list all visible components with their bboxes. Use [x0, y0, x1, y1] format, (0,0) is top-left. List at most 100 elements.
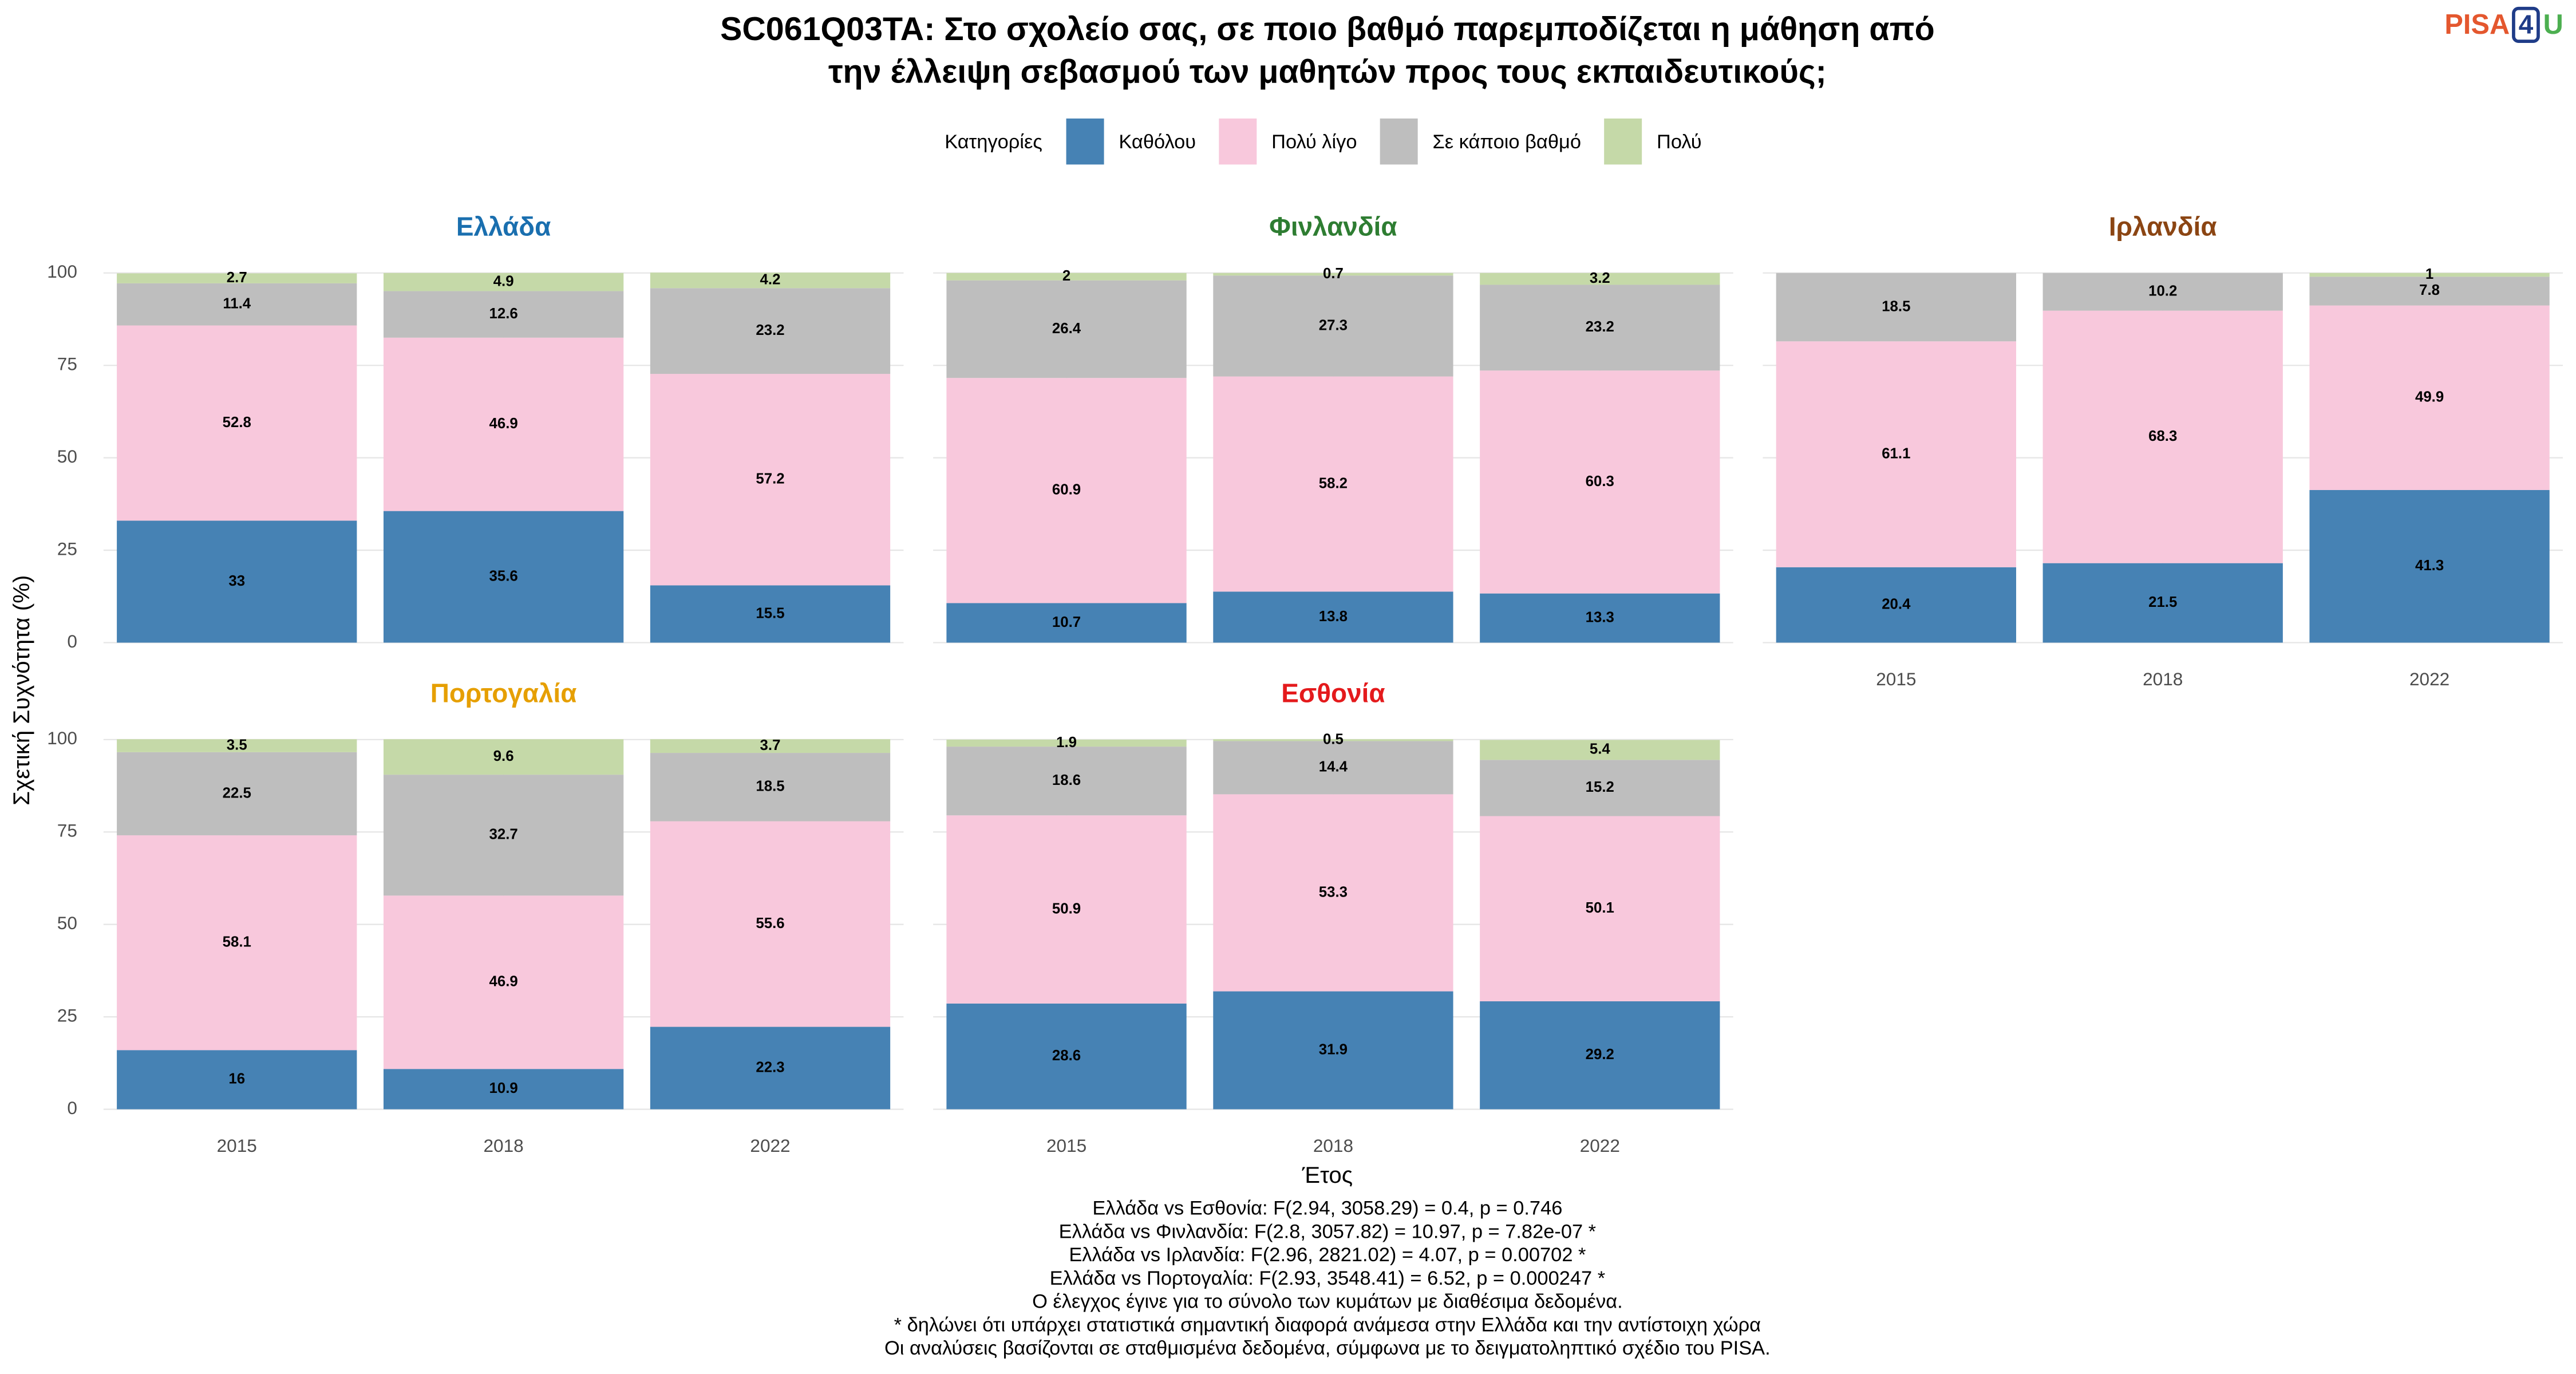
- data-label: 28.6: [1052, 1048, 1081, 1064]
- bar-segment: [946, 739, 1187, 747]
- bar-segment: [1480, 816, 1720, 1002]
- bar-segment: [383, 273, 624, 291]
- panel-title: Φινλανδία: [1269, 211, 1397, 241]
- x-tick-label: 2015: [217, 1135, 257, 1156]
- legend-swatch: [1380, 119, 1418, 165]
- footnote: Ελλάδα vs Φινλανδία: F(2.8, 3057.82) = 1…: [1059, 1221, 1596, 1242]
- data-label: 50.9: [1052, 901, 1081, 917]
- data-label: 0.5: [1323, 732, 1344, 748]
- bar-segment: [1213, 273, 1453, 276]
- data-label: 50.1: [1586, 900, 1614, 916]
- data-label: 2.7: [227, 270, 247, 286]
- data-label: 58.2: [1319, 475, 1348, 491]
- panel-title: Εσθονία: [1281, 678, 1385, 708]
- data-label: 14.4: [1319, 759, 1348, 775]
- bar-segment: [1213, 376, 1453, 592]
- footnote: Ο έλεγχος έγινε για το σύνολο των κυμάτω…: [1032, 1291, 1623, 1313]
- x-tick-label: 2015: [1876, 669, 1916, 689]
- data-label: 18.5: [756, 779, 784, 795]
- x-tick-label: 2015: [1046, 1135, 1086, 1156]
- bar-segment: [946, 747, 1187, 816]
- data-label: 46.9: [489, 416, 517, 432]
- data-label: 3.7: [760, 737, 781, 753]
- bar-segment: [1480, 285, 1720, 371]
- data-label: 15.2: [1586, 779, 1614, 795]
- bar-segment: [2309, 489, 2550, 643]
- data-label: 10.2: [2148, 283, 2177, 299]
- data-label: 0.7: [1323, 266, 1344, 282]
- bar-segment: [117, 325, 357, 521]
- bar-segment: [1213, 275, 1453, 377]
- logo-text: PISA: [2444, 9, 2510, 40]
- data-label: 55.6: [756, 915, 784, 931]
- bar-segment: [1776, 567, 2016, 643]
- data-label: 4.9: [493, 273, 514, 289]
- footnote: Ελλάδα vs Πορτογαλία: F(2.93, 3548.41) =…: [1050, 1268, 1605, 1289]
- legend-label: Σε κάποιο βαθμό: [1433, 131, 1581, 153]
- bar-segment: [117, 739, 357, 752]
- data-label: 41.3: [2415, 558, 2444, 574]
- x-axis-label: Έτος: [1302, 1162, 1353, 1188]
- data-label: 58.1: [223, 934, 251, 950]
- y-tick-label: 100: [47, 261, 77, 282]
- legend-swatch: [1604, 119, 1642, 165]
- data-label: 60.9: [1052, 482, 1081, 498]
- data-label: 18.5: [1882, 298, 1910, 314]
- data-label: 35.6: [489, 568, 517, 584]
- bar-segment: [1776, 273, 2016, 342]
- data-label: 20.4: [1882, 596, 1911, 612]
- data-label: 27.3: [1319, 317, 1348, 333]
- bar-segment: [946, 273, 1187, 281]
- bar-segment: [383, 511, 624, 643]
- y-tick-label: 25: [57, 538, 77, 559]
- data-label: 18.6: [1052, 772, 1081, 788]
- bar-segment: [1213, 741, 1453, 795]
- logo-text: 4: [2519, 9, 2534, 39]
- panel-title: Ελλάδα: [456, 211, 551, 241]
- bar-segment: [117, 752, 357, 836]
- bar-segment: [650, 288, 891, 374]
- footnote: * δηλώνει ότι υπάρχει στατιστικά σημαντι…: [894, 1314, 1761, 1336]
- y-tick-label: 75: [57, 820, 77, 841]
- data-label: 9.6: [493, 748, 514, 764]
- data-label: 15.5: [756, 605, 784, 621]
- x-tick-label: 2018: [2143, 669, 2183, 689]
- data-label: 10.7: [1052, 614, 1081, 630]
- y-tick-label: 0: [67, 631, 77, 652]
- data-label: 68.3: [2148, 428, 2177, 444]
- x-tick-label: 2022: [1580, 1135, 1620, 1156]
- bar-segment: [2042, 310, 2283, 563]
- data-label: 16: [228, 1071, 245, 1087]
- footnote: Οι αναλύσεις βασίζονται σε σταθμισμένα δ…: [884, 1337, 1771, 1359]
- data-label: 1: [2425, 266, 2433, 282]
- data-label: 13.3: [1586, 609, 1614, 625]
- data-label: 52.8: [223, 414, 251, 431]
- bar-segment: [1213, 739, 1453, 741]
- logo-text: U: [2543, 9, 2563, 40]
- x-tick-label: 2018: [484, 1135, 524, 1156]
- y-tick-label: 0: [67, 1097, 77, 1118]
- y-tick-label: 100: [47, 728, 77, 748]
- data-label: 32.7: [489, 827, 517, 843]
- y-tick-label: 50: [57, 913, 77, 933]
- data-label: 5.4: [1590, 741, 1611, 757]
- bar-segment: [946, 603, 1187, 643]
- bar-segment: [946, 815, 1187, 1004]
- data-label: 10.9: [489, 1080, 517, 1096]
- bar-segment: [1480, 1001, 1720, 1110]
- data-label: 21.5: [2148, 594, 2177, 610]
- legend-label: Πολύ λίγο: [1271, 131, 1357, 153]
- data-label: 23.2: [1586, 319, 1614, 335]
- data-label: 60.3: [1586, 473, 1614, 489]
- bar-segment: [2042, 273, 2283, 311]
- data-label: 33: [228, 573, 245, 589]
- bar-segment: [1213, 591, 1453, 643]
- data-label: 61.1: [1882, 445, 1910, 461]
- data-label: 57.2: [756, 471, 784, 487]
- data-label: 53.3: [1319, 884, 1348, 900]
- bar-segment: [1776, 341, 2016, 567]
- legend-title: Κατηγορίες: [945, 131, 1042, 153]
- bar-segment: [946, 1003, 1187, 1110]
- bar-segment: [117, 520, 357, 643]
